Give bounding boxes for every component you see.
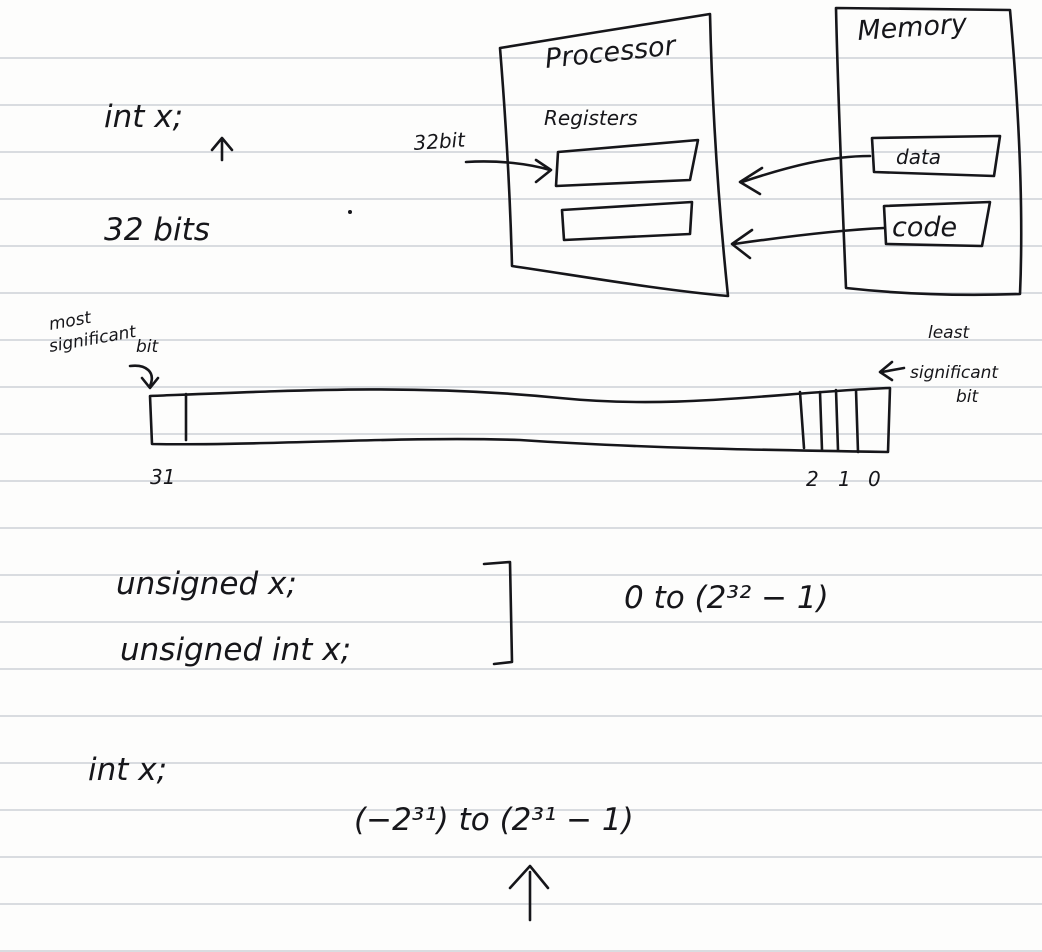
register-size-label: 32bit xyxy=(413,127,467,155)
processor-box xyxy=(498,12,730,298)
signed-declaration: int x; xyxy=(88,752,167,788)
code-to-processor-arrow-icon xyxy=(730,226,886,260)
bits-label: 32 bits xyxy=(104,212,210,248)
msb-label-line-3: bit xyxy=(136,337,160,357)
unsigned-declaration-1: unsigned x; xyxy=(116,566,297,602)
up-arrow-icon xyxy=(508,864,550,922)
lsb-label-line-2: significant xyxy=(910,363,999,383)
lsb-pointer-arrow-icon xyxy=(878,360,906,382)
memory-code-label: code xyxy=(892,212,957,243)
bit-index-1: 1 xyxy=(838,467,851,491)
unsigned-range: 0 to (2³² − 1) xyxy=(624,580,829,616)
bit-index-0: 0 xyxy=(868,467,881,491)
bit-strip xyxy=(148,386,892,454)
grouping-bracket xyxy=(482,560,514,666)
data-to-registers-arrow-icon xyxy=(738,154,872,196)
register-1 xyxy=(554,138,700,188)
up-arrow-icon xyxy=(210,136,234,162)
register-size-arrow-icon xyxy=(464,158,553,184)
lsb-label-line-1: least xyxy=(928,323,970,343)
unsigned-declaration-2: unsigned int x; xyxy=(120,632,351,668)
memory-code-box xyxy=(882,200,992,248)
msb-pointer-arrow-icon xyxy=(128,364,160,390)
memory-title: Memory xyxy=(856,8,969,47)
lsb-label-line-3: bit xyxy=(956,387,980,407)
bit-index-2: 2 xyxy=(806,467,819,491)
memory-box xyxy=(834,6,1023,297)
memory-data-box xyxy=(870,134,1002,178)
int-declaration: int x; xyxy=(104,99,183,135)
bit-dividers-lsb xyxy=(798,388,860,454)
stray-dot xyxy=(348,210,352,214)
registers-label: Registers xyxy=(544,106,638,130)
memory-data-label: data xyxy=(896,145,941,169)
bit-index-31: 31 xyxy=(150,465,175,489)
register-2 xyxy=(560,200,694,242)
signed-range: (−2³¹) to (2³¹ − 1) xyxy=(354,802,634,838)
